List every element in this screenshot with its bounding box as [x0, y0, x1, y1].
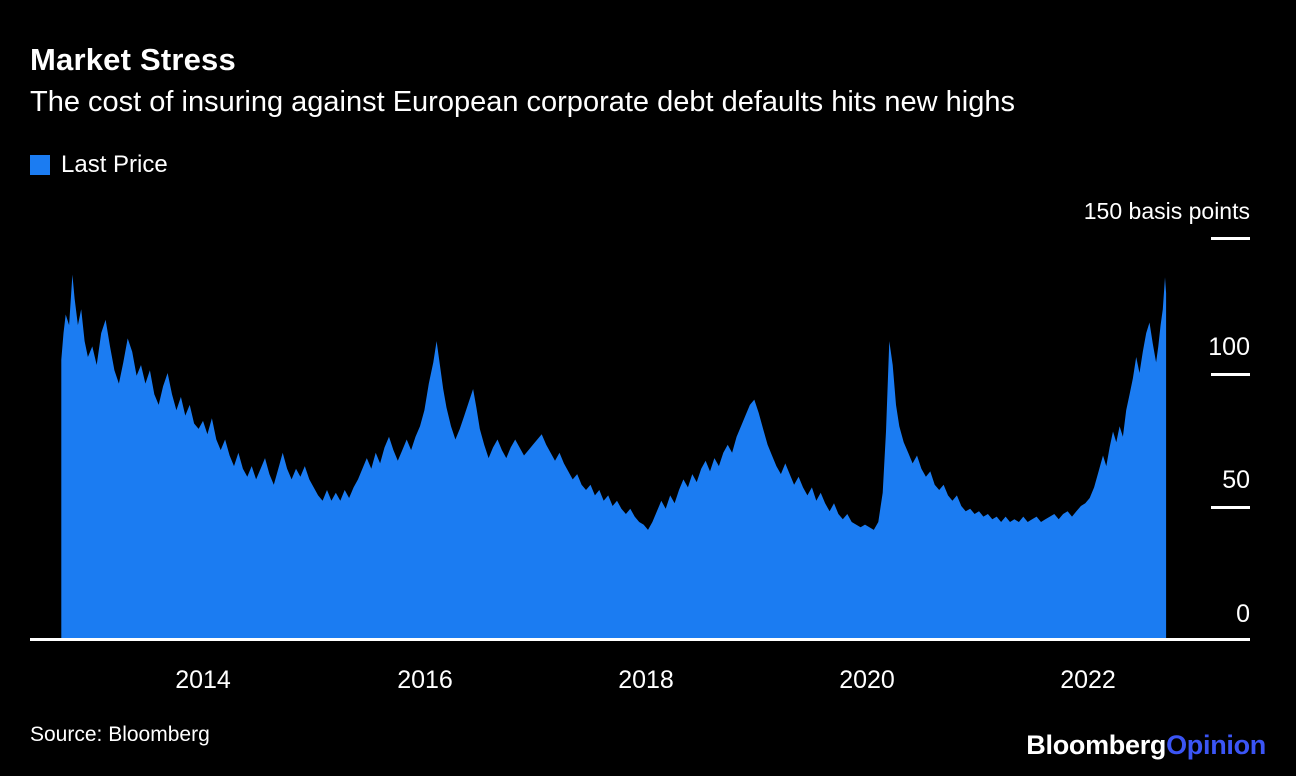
y-tick-150: [1211, 237, 1250, 240]
source-label: Source: Bloomberg: [30, 723, 210, 746]
chart-subtitle: The cost of insuring against European co…: [30, 86, 1015, 118]
y-tick-label-50: 50: [1222, 466, 1250, 494]
y-tick-50: [1211, 506, 1250, 509]
y-tick-100: [1211, 373, 1250, 376]
x-tick-label-2018: 2018: [618, 666, 674, 694]
logo-opinion-text: Opinion: [1166, 730, 1266, 760]
legend-swatch-icon: [30, 155, 50, 175]
logo-bloomberg-text: Bloomberg: [1026, 730, 1167, 760]
legend: Last Price: [30, 151, 168, 179]
x-axis-baseline: [30, 638, 1250, 641]
chart-title: Market Stress: [30, 42, 236, 77]
y-tick-label-100: 100: [1208, 333, 1250, 361]
legend-label: Last Price: [61, 151, 168, 178]
x-tick-label-2016: 2016: [397, 666, 453, 694]
y-axis-unit-label: 150 basis points: [1083, 198, 1250, 224]
x-tick-label-2022: 2022: [1060, 666, 1116, 694]
bloomberg-opinion-logo: BloombergOpinion: [1026, 730, 1266, 761]
y-tick-label-0: 0: [1236, 600, 1250, 628]
x-tick-label-2020: 2020: [839, 666, 895, 694]
x-tick-label-2014: 2014: [175, 666, 231, 694]
area-path: [61, 274, 1167, 639]
